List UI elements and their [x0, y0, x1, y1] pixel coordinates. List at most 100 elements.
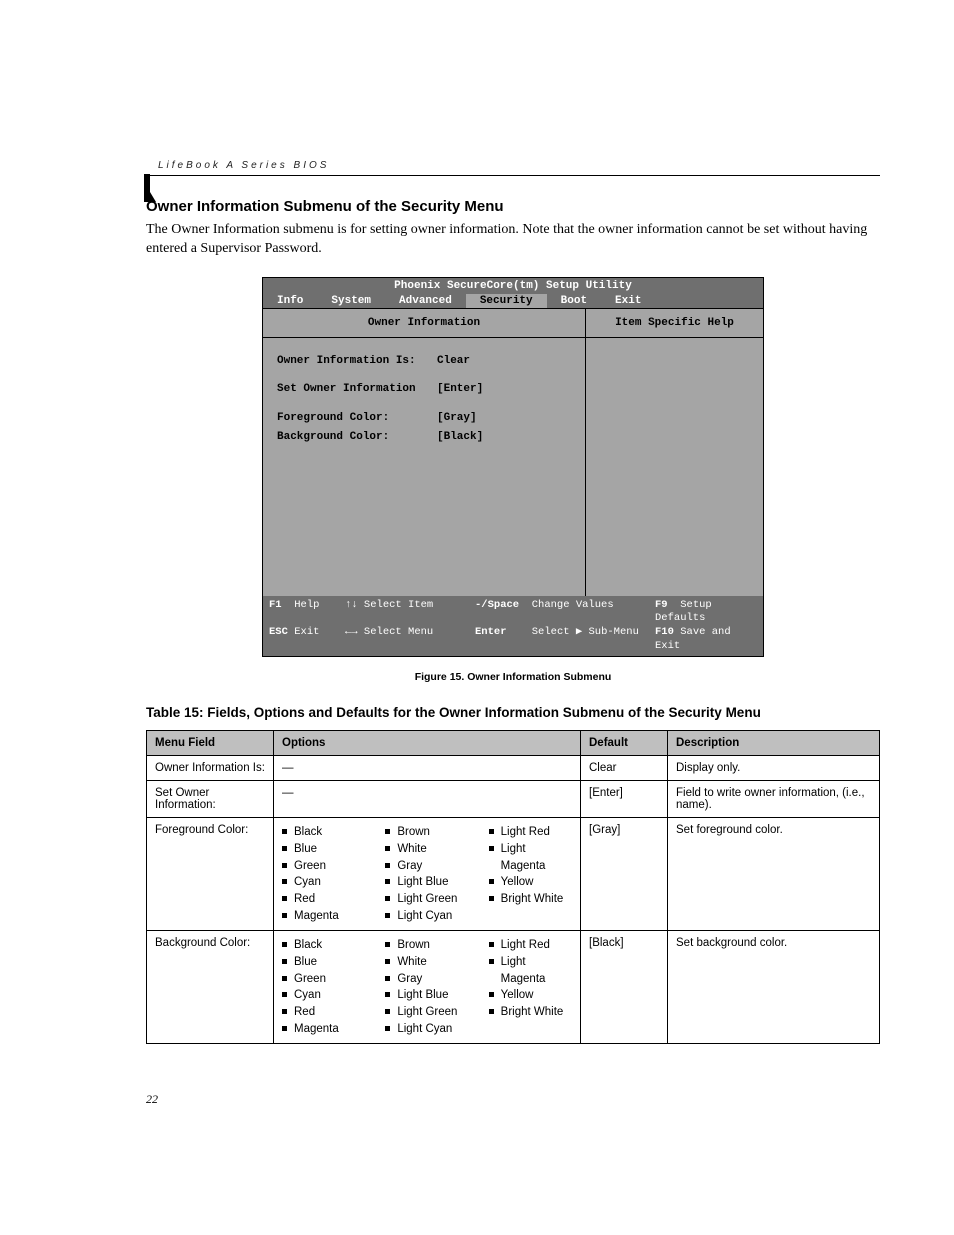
header-rule: [146, 175, 880, 176]
option-item: Cyan: [282, 987, 365, 1004]
key-f1: F1: [269, 599, 282, 611]
cell-menu-field: Owner Information Is:: [147, 756, 274, 781]
bios-left-panel: Owner Information Owner Information Is: …: [263, 309, 586, 596]
running-header: LifeBook A Series BIOS: [158, 160, 880, 171]
table-row: Background Color:BlackBlueGreenCyanRedMa…: [147, 931, 880, 1044]
option-item: Brown: [385, 824, 468, 841]
cell-options: BlackBlueGreenCyanRedMagentaBrownWhiteGr…: [274, 931, 581, 1044]
field-owner-info-is-value: Clear: [437, 352, 470, 371]
cell-description: Set foreground color.: [668, 818, 880, 931]
option-item: Magenta: [282, 1021, 365, 1038]
option-item: Light Red: [489, 824, 572, 841]
field-fg-color-label: Foreground Color:: [277, 409, 437, 428]
cell-default: Clear: [581, 756, 668, 781]
option-item: Light Blue: [385, 987, 468, 1004]
option-item: Yellow: [489, 987, 572, 1004]
key-f10: F10: [655, 626, 674, 638]
cell-menu-field: Set Owner Information:: [147, 781, 274, 818]
option-item: Light Magenta: [489, 841, 572, 874]
page: LifeBook A Series BIOS Owner Information…: [0, 0, 954, 1235]
field-set-owner-value[interactable]: [Enter]: [437, 380, 483, 399]
option-item: White: [385, 954, 468, 971]
key-arrows-v: ↑↓: [345, 599, 358, 611]
option-item: Light Blue: [385, 874, 468, 891]
th-menu-field: Menu Field: [147, 731, 274, 756]
key-arrows-v-label: Select Item: [364, 599, 433, 611]
field-set-owner-label: Set Owner Information: [277, 380, 437, 399]
key-f9: F9: [655, 599, 668, 611]
option-item: Light Cyan: [385, 1021, 468, 1038]
option-item: Red: [282, 1004, 365, 1021]
bios-tab-exit[interactable]: Exit: [601, 294, 655, 308]
key-enter: Enter: [475, 626, 507, 638]
option-item: Green: [282, 858, 365, 875]
cell-description: Set background color.: [668, 931, 880, 1044]
bios-left-title: Owner Information: [263, 309, 585, 338]
th-description: Description: [668, 731, 880, 756]
options-table: Menu Field Options Default Description O…: [146, 730, 880, 1044]
option-item: Bright White: [489, 891, 572, 908]
bios-tab-system[interactable]: System: [317, 294, 385, 308]
field-owner-info-is-label: Owner Information Is:: [277, 352, 437, 371]
option-item: Red: [282, 891, 365, 908]
option-item: Gray: [385, 858, 468, 875]
field-bg-color-label: Background Color:: [277, 428, 437, 447]
key-space: -/Space: [475, 599, 519, 611]
th-default: Default: [581, 731, 668, 756]
key-esc-label: Exit: [294, 626, 319, 638]
cell-options: —: [274, 756, 581, 781]
bios-screenshot: Phoenix SecureCore(tm) Setup Utility Inf…: [262, 277, 764, 658]
table-title: Table 15: Fields, Options and Defaults f…: [146, 705, 880, 720]
option-item: Black: [282, 937, 365, 954]
option-item: Blue: [282, 954, 365, 971]
key-arrows-h: ←→: [345, 626, 358, 638]
table-header-row: Menu Field Options Default Description: [147, 731, 880, 756]
cell-options: —: [274, 781, 581, 818]
bios-tab-security[interactable]: Security: [466, 294, 547, 308]
bios-right-panel: Item Specific Help: [586, 309, 763, 596]
option-item: Yellow: [489, 874, 572, 891]
key-enter-label: Select ▶ Sub-Menu: [532, 626, 639, 638]
cell-default: [Gray]: [581, 818, 668, 931]
bios-tabs: Info System Advanced Security Boot Exit: [263, 294, 763, 308]
cell-default: [Enter]: [581, 781, 668, 818]
th-options: Options: [274, 731, 581, 756]
option-item: Bright White: [489, 1004, 572, 1021]
option-item: Light Cyan: [385, 908, 468, 925]
bios-fields: Owner Information Is: Clear Set Owner In…: [263, 338, 585, 596]
cell-default: [Black]: [581, 931, 668, 1044]
bios-tab-boot[interactable]: Boot: [547, 294, 601, 308]
cell-menu-field: Foreground Color:: [147, 818, 274, 931]
bios-tab-advanced[interactable]: Advanced: [385, 294, 466, 308]
cell-description: Field to write owner information, (i.e.,…: [668, 781, 880, 818]
key-esc: ESC: [269, 626, 288, 638]
bios-tab-info[interactable]: Info: [263, 294, 317, 308]
option-item: White: [385, 841, 468, 858]
bios-right-title: Item Specific Help: [586, 309, 763, 338]
option-item: Light Green: [385, 891, 468, 908]
key-arrows-h-label: Select Menu: [364, 626, 433, 638]
option-item: Light Red: [489, 937, 572, 954]
option-item: Light Magenta: [489, 954, 572, 987]
option-item: Gray: [385, 971, 468, 988]
figure-caption: Figure 15. Owner Information Submenu: [146, 671, 880, 683]
option-item: Brown: [385, 937, 468, 954]
table-row: Set Owner Information:—[Enter]Field to w…: [147, 781, 880, 818]
bios-footer: F1 Help ↑↓ Select Item -/Space Change Va…: [263, 596, 763, 657]
field-bg-color-value[interactable]: [Black]: [437, 428, 483, 447]
option-item: Magenta: [282, 908, 365, 925]
key-f1-label: Help: [294, 599, 319, 611]
field-fg-color-value[interactable]: [Gray]: [437, 409, 477, 428]
cell-menu-field: Background Color:: [147, 931, 274, 1044]
page-number: 22: [146, 1092, 880, 1107]
option-item: Cyan: [282, 874, 365, 891]
cell-description: Display only.: [668, 756, 880, 781]
table-row: Owner Information Is:—ClearDisplay only.: [147, 756, 880, 781]
option-item: Black: [282, 824, 365, 841]
header-tick-icon: [144, 174, 160, 202]
table-row: Foreground Color:BlackBlueGreenCyanRedMa…: [147, 818, 880, 931]
section-heading: Owner Information Submenu of the Securit…: [146, 198, 880, 215]
key-space-label: Change Values: [532, 599, 614, 611]
section-body: The Owner Information submenu is for set…: [146, 221, 880, 259]
option-item: Light Green: [385, 1004, 468, 1021]
